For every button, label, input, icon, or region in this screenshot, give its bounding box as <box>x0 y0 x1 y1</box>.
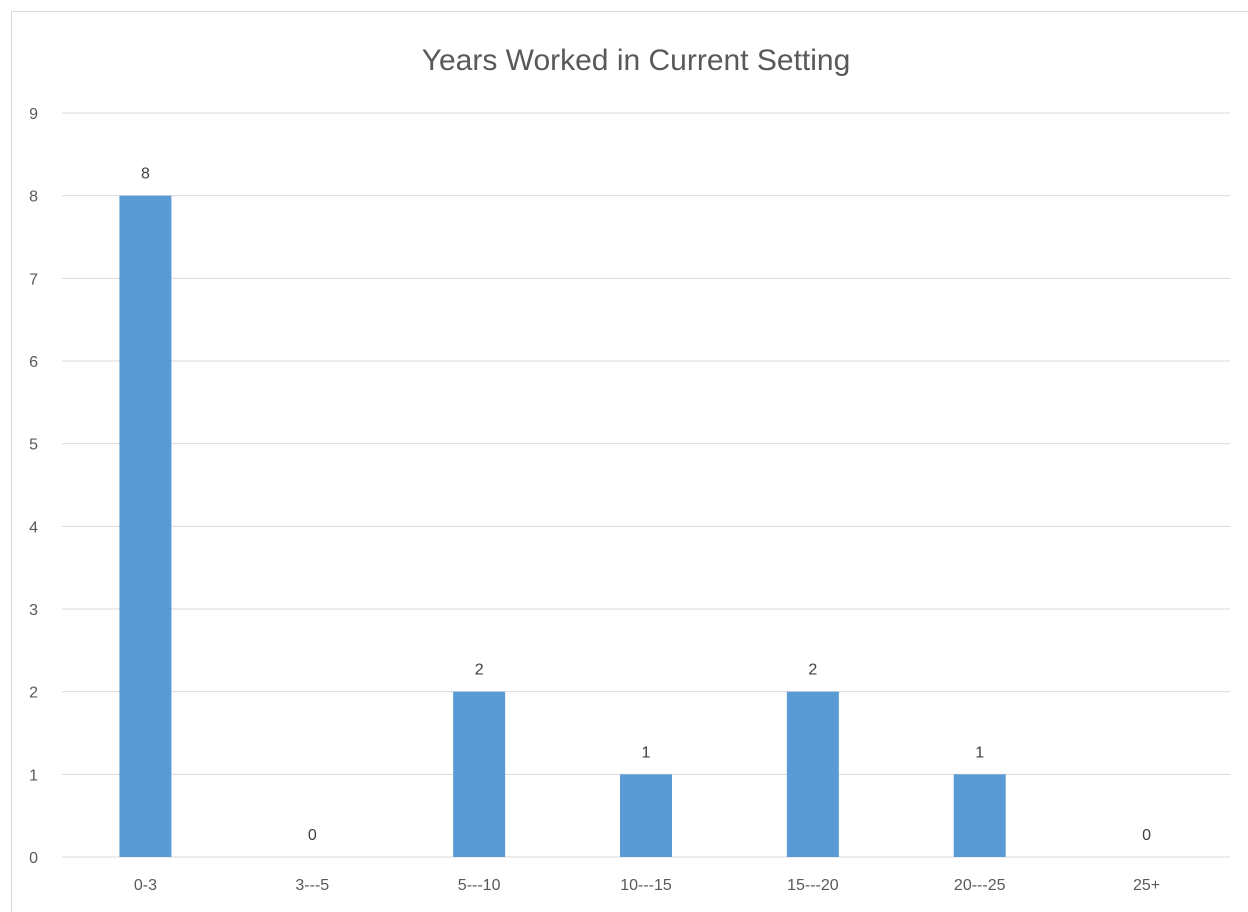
data-label: 1 <box>975 744 984 761</box>
data-label: 1 <box>642 744 651 761</box>
data-label: 2 <box>475 662 484 679</box>
y-tick-label: 2 <box>29 685 38 702</box>
y-tick-label: 1 <box>29 767 38 784</box>
data-label: 8 <box>141 166 150 183</box>
x-tick-label: 3---5 <box>295 877 329 894</box>
chart-title: Years Worked in Current Setting <box>422 44 851 77</box>
data-label: 2 <box>808 662 817 679</box>
bar <box>119 195 172 857</box>
data-label: 0 <box>1142 827 1151 844</box>
y-tick-label: 5 <box>29 437 38 454</box>
y-tick-label: 3 <box>29 602 38 619</box>
bars <box>119 195 1006 857</box>
x-tick-label: 25+ <box>1133 877 1160 894</box>
y-tick-label: 8 <box>29 189 38 206</box>
data-labels: 8 0 2 1 2 1 0 <box>141 166 1151 844</box>
x-axis-ticks: 0-3 3---5 5---10 10---15 15---20 20---25 25+ <box>134 877 1160 894</box>
bar <box>786 691 839 857</box>
x-tick-label: 10---15 <box>620 877 672 894</box>
y-tick-label: 4 <box>29 519 38 536</box>
y-tick-label: 9 <box>29 106 38 123</box>
bar <box>453 691 506 857</box>
x-tick-label: 5---10 <box>458 877 501 894</box>
y-tick-label: 7 <box>29 271 38 288</box>
x-tick-label: 15---20 <box>787 877 839 894</box>
y-axis-ticks: 0 1 2 3 4 5 6 7 8 9 <box>29 106 38 867</box>
x-tick-label: 0-3 <box>134 877 157 894</box>
x-tick-label: 20---25 <box>954 877 1006 894</box>
y-tick-label: 6 <box>29 354 38 371</box>
bar <box>620 774 672 857</box>
chart-frame <box>11 11 1248 912</box>
bar <box>953 774 1006 857</box>
data-label: 0 <box>308 827 317 844</box>
y-tick-label: 0 <box>29 850 38 867</box>
